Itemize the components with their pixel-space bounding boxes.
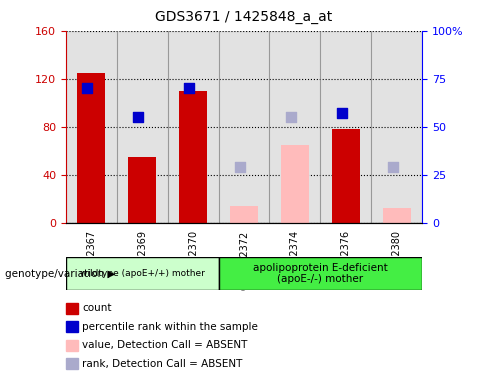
Bar: [168, 31, 219, 223]
Bar: [219, 31, 269, 223]
Bar: [269, 31, 320, 223]
Bar: [66, 257, 219, 290]
Bar: [179, 91, 207, 223]
Point: [287, 114, 295, 120]
Text: GDS3671 / 1425848_a_at: GDS3671 / 1425848_a_at: [155, 10, 333, 23]
Bar: [117, 31, 168, 223]
Bar: [66, 31, 117, 223]
Text: apolipoprotein E-deficient
(apoE-/-) mother: apolipoprotein E-deficient (apoE-/-) mot…: [253, 263, 387, 285]
Bar: [281, 145, 309, 223]
Bar: [219, 257, 422, 290]
Text: wildtype (apoE+/+) mother: wildtype (apoE+/+) mother: [80, 269, 204, 278]
Point: [83, 85, 91, 91]
Bar: [128, 157, 156, 223]
Bar: [371, 31, 422, 223]
Point: [236, 164, 244, 170]
Text: count: count: [82, 303, 111, 313]
Bar: [320, 31, 371, 223]
Bar: [77, 73, 105, 223]
Bar: [332, 129, 360, 223]
Text: rank, Detection Call = ABSENT: rank, Detection Call = ABSENT: [82, 359, 243, 369]
Text: percentile rank within the sample: percentile rank within the sample: [82, 322, 258, 332]
Point: [338, 110, 346, 116]
Text: genotype/variation ▶: genotype/variation ▶: [5, 269, 115, 279]
Bar: [230, 206, 258, 223]
Text: value, Detection Call = ABSENT: value, Detection Call = ABSENT: [82, 340, 247, 350]
Point: [185, 85, 193, 91]
Bar: [383, 208, 411, 223]
Point: [134, 114, 142, 120]
Point: [389, 164, 397, 170]
